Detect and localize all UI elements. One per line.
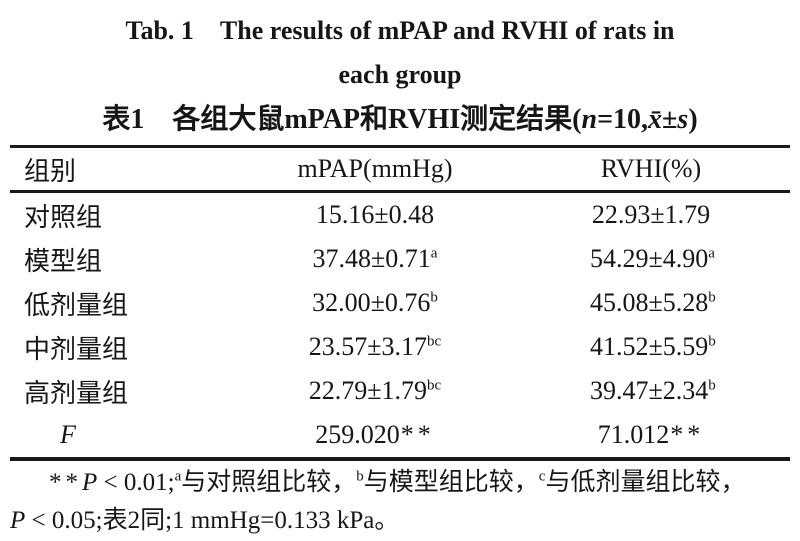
text-segment: x̄ [648, 104, 663, 135]
table-row: 高剂量组 22.79±1.79bc 39.47±2.34b [10, 369, 790, 413]
significance-superscript: c [538, 468, 546, 485]
text-segment: 39.47±2.34 [590, 376, 709, 405]
group-cell: 低剂量组 [10, 285, 160, 322]
text-segment: 41.52±5.59 [590, 332, 709, 361]
text-segment: 15.16±0.48 [315, 200, 435, 229]
text-segment: 中剂量组 [24, 334, 129, 364]
header-rvhi: RVHI(%) [600, 154, 702, 183]
table-row: 对照组 15.16±0.48 22.93±1.79 [10, 193, 790, 237]
rvhi-cell: 39.47±2.34b [590, 376, 790, 406]
text-segment: s [677, 104, 689, 135]
table-header-row: 组别 mPAP(mmHg) RVHI(%) [10, 148, 790, 193]
rvhi-cell: 22.93±1.79 [590, 200, 790, 230]
table-body: 对照组 15.16±0.48 22.93±1.79 模型组 37.48±0.71a 54.… [10, 193, 790, 457]
group-cell: 中剂量组 [10, 329, 160, 366]
significance-superscript: b [708, 289, 716, 306]
footnote-line1: **P < 0.01;a与对照组比较，b与模型组比较，c与低剂量组比较， [10, 464, 790, 502]
mpap-cell: 23.57±3.17bc [160, 332, 590, 362]
significance-superscript: bc [427, 377, 442, 394]
text-segment: 与低剂量组比较， [545, 469, 746, 496]
significance-superscript: a [174, 468, 182, 485]
table-row: F 259.020** 71.012** [10, 413, 790, 457]
text-segment: ± [662, 104, 678, 135]
header-group: 组别 [24, 156, 77, 186]
table-title-chinese: 表1 各组大鼠mPAP和RVHI测定结果(n=10,x̄±s) [10, 97, 790, 143]
significance-superscript: a [430, 245, 438, 262]
text-segment: n [581, 104, 598, 135]
text-segment: 与对照组比较， [181, 469, 357, 496]
table-row: 低剂量组 32.00±0.76b 45.08±5.28b [10, 281, 790, 325]
rvhi-cell: 41.52±5.59b [590, 332, 790, 362]
text-segment: =10, [597, 104, 649, 135]
footnote-line2: P < 0.05;表2同;1 mmHg=0.133 kPa。 [10, 502, 790, 540]
significance-superscript: bc [427, 333, 442, 350]
text-segment: 54.29±4.90 [590, 244, 709, 273]
text-segment: < 0.05;表2同;1 mmHg=0.133 kPa。 [25, 507, 400, 534]
text-segment: 23.57±3.17 [308, 332, 428, 361]
significance-superscript: b [708, 333, 716, 350]
text-segment: ** [49, 469, 82, 496]
significance-superscript: a [708, 245, 715, 262]
text-segment: ) [688, 104, 698, 135]
significance-superscript: b [430, 289, 438, 306]
text-segment: 45.08±5.28 [590, 288, 709, 317]
text-segment: P [10, 507, 26, 534]
text-segment: ** [670, 420, 705, 449]
significance-superscript: b [356, 468, 364, 485]
text-segment: 32.00±0.76 [312, 288, 431, 317]
text-segment: F [60, 420, 76, 449]
text-segment: ** [400, 420, 435, 449]
text-segment: 22.93±1.79 [591, 200, 711, 229]
text-segment: < 0.01; [97, 469, 175, 496]
text-segment: 低剂量组 [24, 290, 129, 320]
group-cell: F [10, 420, 160, 450]
mpap-cell: 259.020** [160, 420, 590, 450]
table-footnote: **P < 0.01;a与对照组比较，b与模型组比较，c与低剂量组比较， P <… [10, 464, 790, 540]
header-mpap: mPAP(mmHg) [297, 154, 453, 183]
group-cell: 高剂量组 [10, 373, 160, 410]
text-segment: 模型组 [24, 246, 103, 276]
text-segment: 表1 各组大鼠mPAP和RVHI测定结果( [102, 104, 582, 135]
rvhi-cell: 45.08±5.28b [590, 288, 790, 318]
text-segment: 37.48±0.71 [312, 244, 431, 273]
mpap-cell: 22.79±1.79bc [160, 376, 590, 406]
group-cell: 对照组 [10, 197, 160, 234]
table-title-english-line1: Tab. 1 The results of mPAP and RVHI of r… [125, 16, 675, 45]
text-segment: 259.020 [315, 420, 400, 449]
text-segment: 与模型组比较， [363, 469, 539, 496]
mpap-cell: 15.16±0.48 [160, 200, 590, 230]
text-segment: 22.79±1.79 [308, 376, 428, 405]
text-segment: 71.012 [597, 420, 670, 449]
table-title-english-line2: each group [338, 60, 462, 89]
significance-superscript: b [708, 377, 716, 394]
rvhi-cell: 71.012** [590, 420, 790, 450]
group-cell: 模型组 [10, 241, 160, 278]
table-row: 模型组 37.48±0.71a 54.29±4.90a [10, 237, 790, 281]
mpap-cell: 32.00±0.76b [160, 288, 590, 318]
rvhi-cell: 54.29±4.90a [590, 244, 790, 274]
mpap-cell: 37.48±0.71a [160, 244, 590, 274]
text-segment: P [82, 469, 98, 496]
text-segment: 对照组 [24, 202, 103, 232]
table-row: 中剂量组 23.57±3.17bc 41.52±5.59b [10, 325, 790, 369]
results-table: 组别 mPAP(mmHg) RVHI(%) 对照组 15.16±0.48 22.93… [10, 145, 790, 461]
text-segment: 高剂量组 [24, 378, 129, 408]
